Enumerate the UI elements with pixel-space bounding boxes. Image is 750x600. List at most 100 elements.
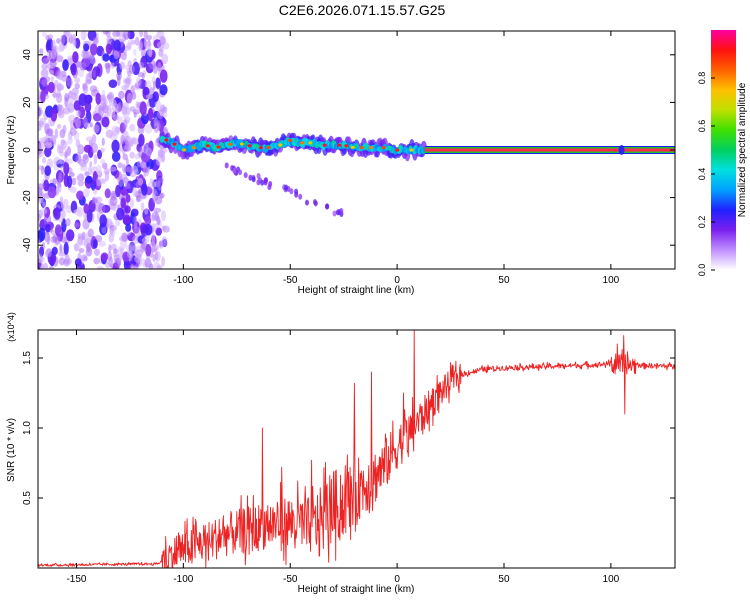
noise-blob xyxy=(92,197,98,204)
noise-blob xyxy=(159,38,166,45)
noise-blob xyxy=(131,91,137,100)
snr-panel: -150 -100 -50 0 50 100 0.5 1.0 1.5 Height of st… xyxy=(6,312,676,595)
noise-blob xyxy=(161,53,169,65)
noise-blob xyxy=(117,176,124,187)
noise-blob xyxy=(159,192,165,199)
spectrogram-x-axis: -150 -100 -50 0 50 100 xyxy=(66,31,620,286)
colorbar: 0.0 0.2 0.4 0.6 0.8 Normalized spectral ampl… xyxy=(697,30,748,276)
noise-blob xyxy=(143,172,147,178)
noise-blob xyxy=(109,196,118,207)
noise-blob xyxy=(129,242,135,251)
noise-blob xyxy=(44,123,50,135)
noise-blob xyxy=(72,33,77,41)
noise-blob xyxy=(104,188,111,199)
noise-blob xyxy=(125,158,129,167)
y-tick-label: 0 xyxy=(22,147,33,153)
x-tick-label: -50 xyxy=(283,574,298,585)
noise-blob xyxy=(141,237,150,244)
noise-blob xyxy=(156,264,163,269)
noise-blob xyxy=(39,48,44,55)
noise-blob xyxy=(108,79,118,88)
noise-blob xyxy=(156,120,161,131)
noise-blob xyxy=(130,137,137,145)
noise-blob xyxy=(83,203,89,214)
noise-blob xyxy=(93,188,98,195)
noise-blob xyxy=(100,97,108,107)
noise-blob xyxy=(75,139,81,148)
track-peak-blob xyxy=(216,145,221,149)
noise-blob xyxy=(66,175,73,188)
noise-blob xyxy=(93,124,100,134)
noise-blob xyxy=(146,101,150,108)
x-tick-label: -50 xyxy=(283,275,298,286)
noise-blob xyxy=(64,149,69,158)
noise-blob xyxy=(91,134,97,144)
noise-blob xyxy=(95,92,102,105)
noise-blob xyxy=(44,165,52,177)
noise-blob xyxy=(82,116,88,127)
tail-blob xyxy=(284,184,289,191)
x-tick-label: 50 xyxy=(498,574,510,585)
noise-blob xyxy=(112,31,121,37)
noise-blob xyxy=(138,40,143,51)
noise-blob xyxy=(57,182,62,188)
noise-blob xyxy=(146,34,153,41)
noise-blob xyxy=(128,64,135,74)
noise-blob xyxy=(66,77,73,87)
noise-blob xyxy=(44,146,52,158)
x-tick-label: -100 xyxy=(173,275,193,286)
track-peak-blob xyxy=(308,141,313,145)
noise-blob xyxy=(82,84,89,94)
noise-blob xyxy=(157,109,164,120)
noise-blob xyxy=(49,69,54,76)
noise-blob xyxy=(157,62,162,72)
noise-blob xyxy=(61,145,67,151)
noise-blob xyxy=(152,191,156,203)
noise-blob xyxy=(57,69,64,81)
tail-blob xyxy=(294,188,299,195)
noise-blob xyxy=(138,62,145,69)
y-tick-label: 1.0 xyxy=(22,421,33,435)
noise-blob xyxy=(151,233,156,243)
x-tick-label: 0 xyxy=(394,574,400,585)
noise-blob xyxy=(125,194,131,203)
noise-blob xyxy=(40,207,48,215)
noise-blob xyxy=(58,257,66,266)
tail-blob xyxy=(305,199,309,206)
noise-blob xyxy=(38,124,42,131)
noise-blob xyxy=(125,139,131,151)
noise-blob xyxy=(96,196,103,204)
noise-blob xyxy=(99,214,107,228)
noise-blob xyxy=(161,236,168,247)
noise-blob xyxy=(111,151,121,162)
noise-blob xyxy=(72,51,79,64)
noise-blob xyxy=(116,207,125,221)
noise-blob xyxy=(100,147,105,153)
noise-blob xyxy=(47,81,55,94)
noise-blob xyxy=(122,119,128,130)
noise-blob xyxy=(69,172,75,177)
noise-blob xyxy=(97,149,102,160)
tail-blob xyxy=(248,174,253,181)
noise-blob xyxy=(144,40,152,50)
noise-blob xyxy=(94,248,100,256)
noise-blob xyxy=(127,39,133,47)
track-peak-blob xyxy=(337,143,342,147)
noise-blob xyxy=(87,228,95,238)
track-peak-blob xyxy=(164,138,169,142)
noise-blob xyxy=(129,198,135,209)
noise-blob xyxy=(100,158,106,165)
noise-blob xyxy=(84,100,92,113)
noise-blob xyxy=(38,254,43,264)
noise-blob xyxy=(133,226,141,235)
noise-blob xyxy=(81,49,88,60)
noise-blob xyxy=(96,266,104,269)
noise-blob xyxy=(40,68,49,79)
noise-blob xyxy=(144,224,153,236)
y-tick-label: 1.5 xyxy=(22,351,33,365)
y-tick-label: -40 xyxy=(22,238,33,253)
noise-blob xyxy=(153,207,162,213)
noise-blob xyxy=(141,143,149,154)
noise-blob xyxy=(125,77,131,88)
noise-blob xyxy=(106,258,114,266)
